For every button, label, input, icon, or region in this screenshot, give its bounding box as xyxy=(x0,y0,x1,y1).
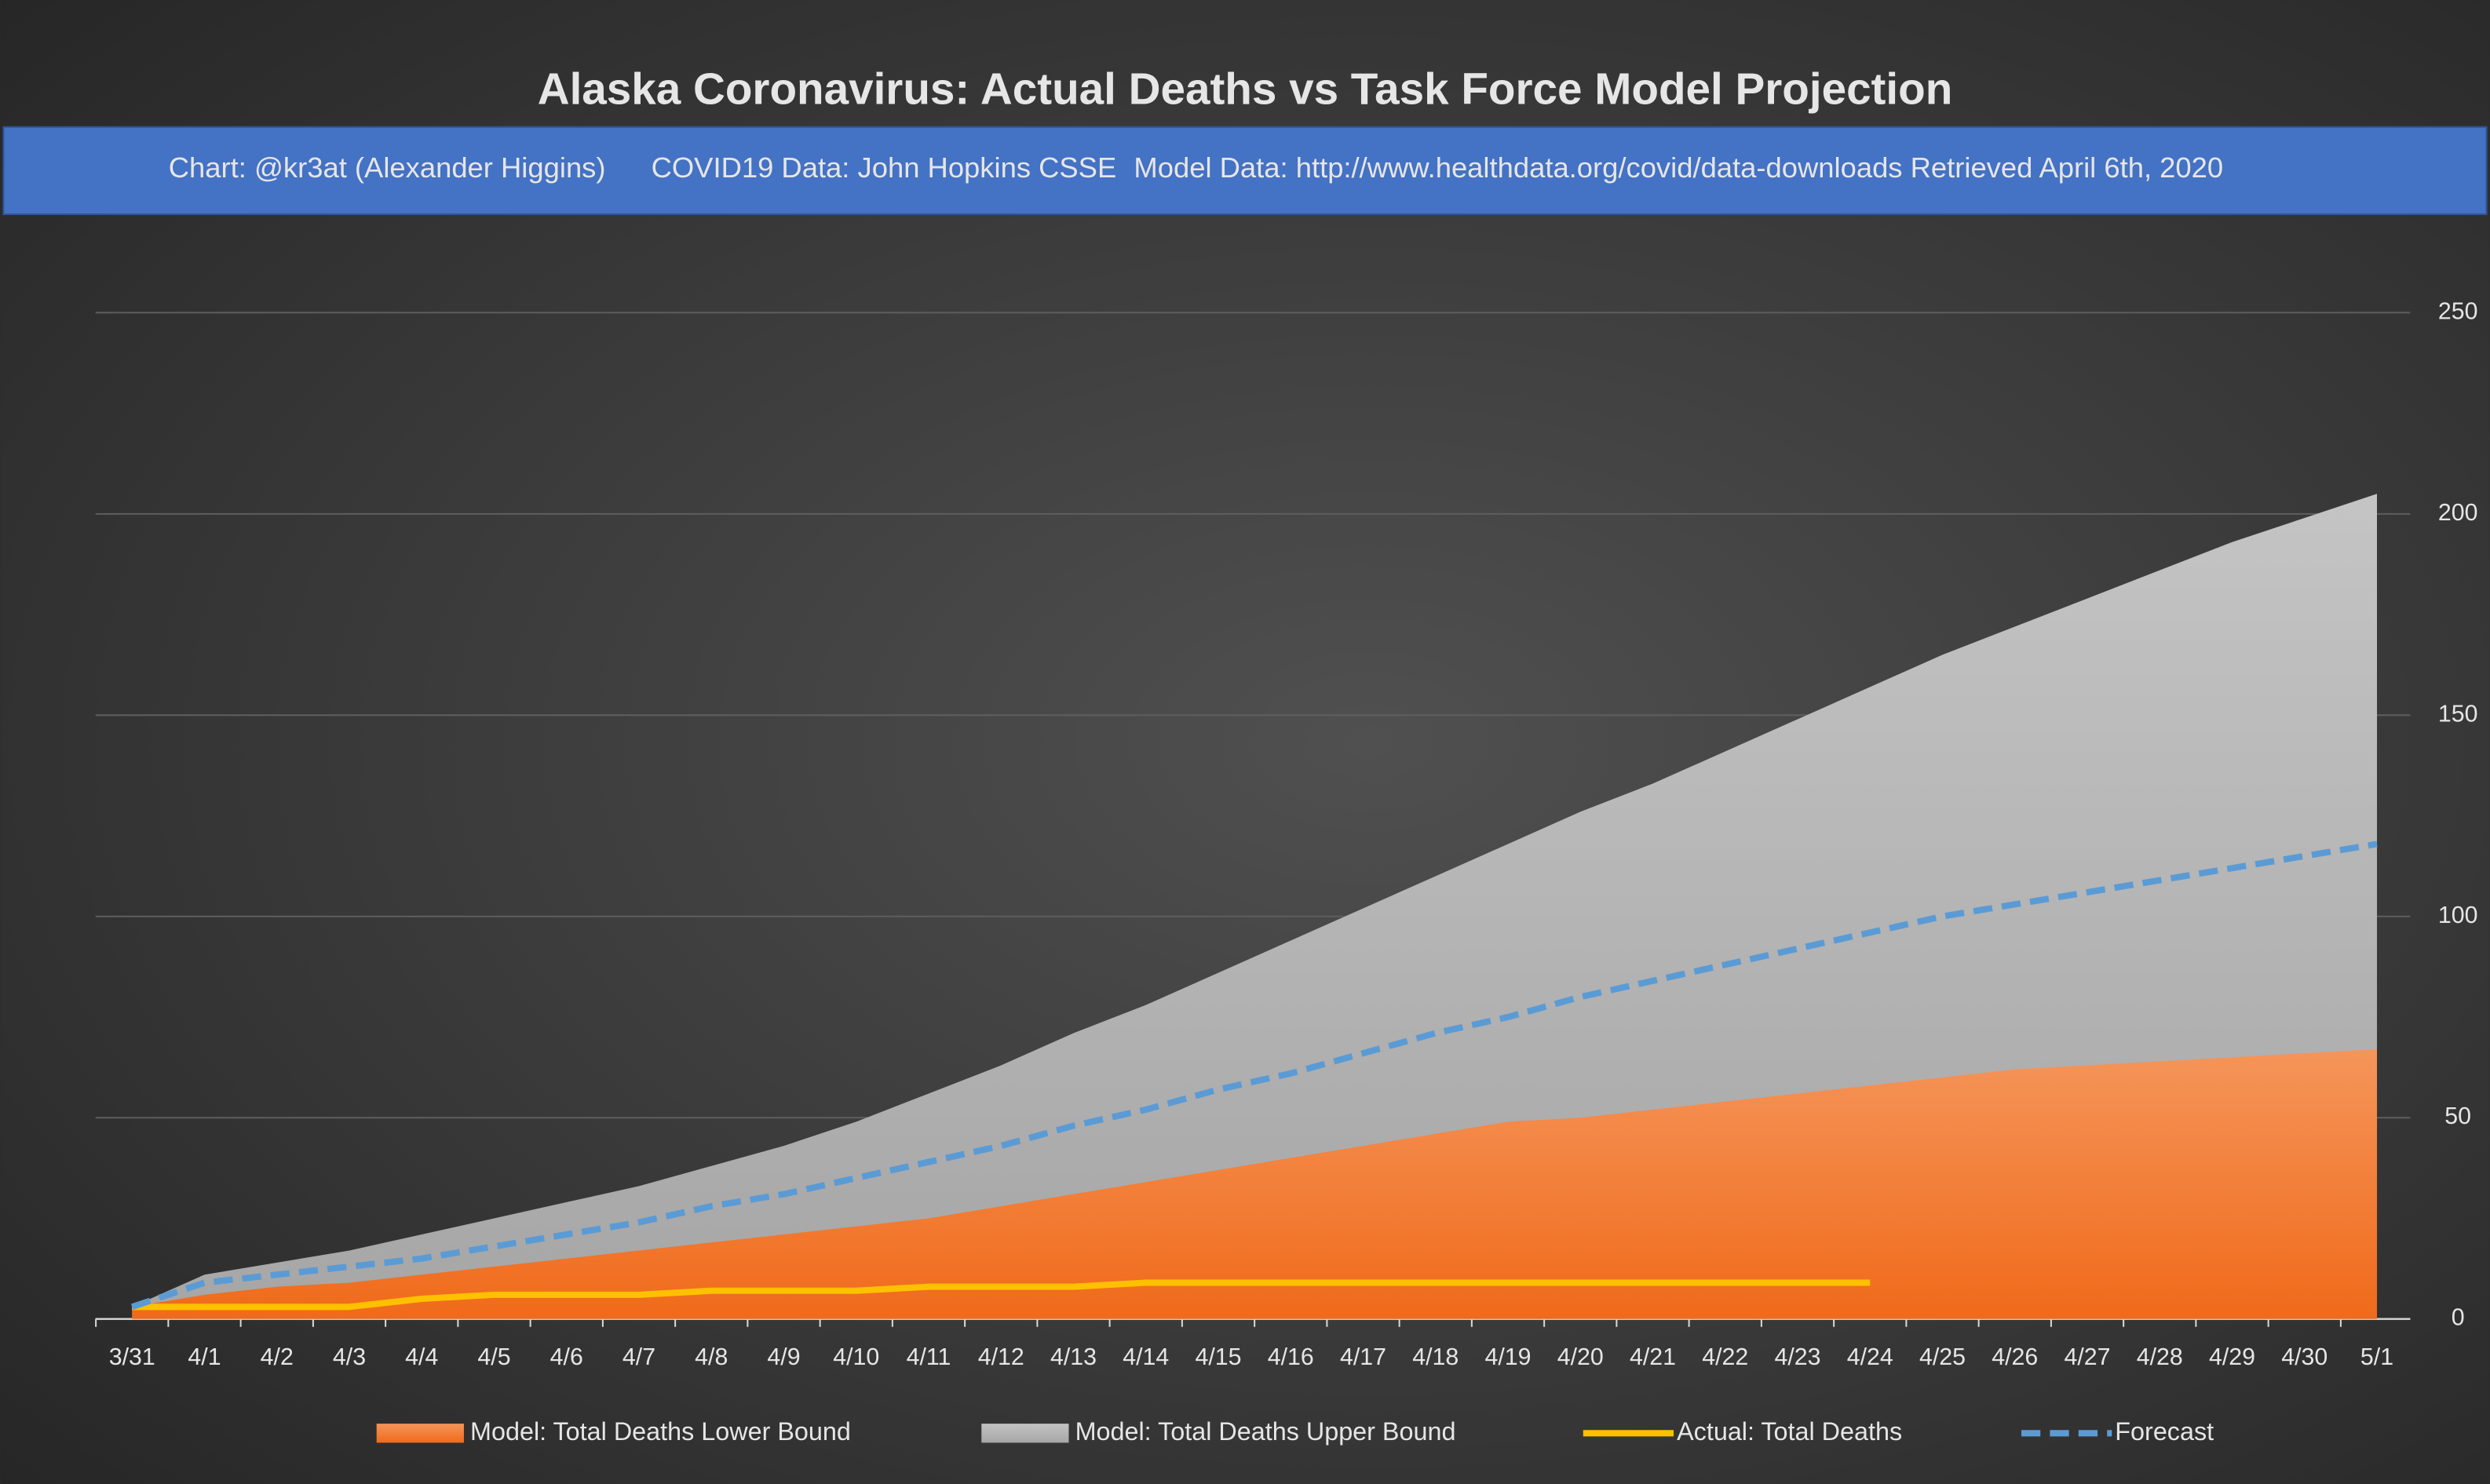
legend-label: Actual: Total Deaths xyxy=(1677,1417,1902,1446)
line xyxy=(132,1279,1871,1311)
x-tick-label: 4/14 xyxy=(1123,1344,1169,1370)
x-tick-label: 5/1 xyxy=(2360,1344,2393,1370)
legend-label: Model: Total Deaths Lower Bound xyxy=(470,1417,851,1446)
y-tick-label: 250 xyxy=(2438,298,2478,324)
dashed-line xyxy=(130,840,2378,1311)
x-tick-label: 4/27 xyxy=(2064,1344,2110,1370)
legend-label: Model: Total Deaths Upper Bound xyxy=(1075,1417,1456,1446)
legend-swatch xyxy=(981,1424,1069,1443)
x-tick-label: 4/22 xyxy=(1702,1344,1748,1370)
y-tick-label: 200 xyxy=(2438,500,2478,526)
x-tick-label: 4/20 xyxy=(1557,1344,1604,1370)
x-tick-label: 4/19 xyxy=(1484,1344,1531,1370)
legend-label: Forecast xyxy=(2115,1417,2214,1446)
x-tick-label: 4/6 xyxy=(550,1344,583,1370)
x-tick-label: 4/5 xyxy=(477,1344,510,1370)
y-tick-label: 100 xyxy=(2438,902,2478,928)
subtitle: Chart: @kr3at (Alexander Higgins) xyxy=(169,151,606,184)
legend-swatch xyxy=(376,1424,464,1443)
x-tick-label: 4/28 xyxy=(2137,1344,2183,1370)
x-tick-label: 4/23 xyxy=(1774,1344,1820,1370)
x-tick-label: 4/3 xyxy=(333,1344,366,1370)
x-tick-label: 4/30 xyxy=(2281,1344,2328,1370)
x-tick-label: 3/31 xyxy=(109,1344,155,1370)
x-tick-label: 4/9 xyxy=(767,1344,800,1370)
subtitle: Model Data: http://www.healthdata.org/co… xyxy=(1134,151,2223,184)
subtitle: COVID19 Data: John Hopkins CSSE xyxy=(652,151,1117,184)
x-tick-label: 4/2 xyxy=(261,1344,294,1370)
y-tick-label: 0 xyxy=(2452,1305,2465,1331)
x-tick-label: 4/16 xyxy=(1268,1344,1314,1370)
x-tick-label: 4/7 xyxy=(622,1344,655,1370)
x-tick-label: 4/21 xyxy=(1630,1344,1676,1370)
x-tick-label: 4/12 xyxy=(978,1344,1024,1370)
x-tick-label: 4/25 xyxy=(1919,1344,1966,1370)
x-tick-label: 4/26 xyxy=(1992,1344,2038,1370)
x-tick-label: 4/24 xyxy=(1847,1344,1893,1370)
area xyxy=(132,1049,2378,1319)
x-tick-label: 4/13 xyxy=(1050,1344,1097,1370)
x-tick-label: 4/29 xyxy=(2209,1344,2255,1370)
x-tick-label: 4/18 xyxy=(1412,1344,1459,1370)
x-tick-label: 4/4 xyxy=(405,1344,438,1370)
y-tick-label: 150 xyxy=(2438,701,2478,727)
x-tick-label: 4/11 xyxy=(907,1344,951,1370)
x-tick-label: 4/10 xyxy=(833,1344,879,1370)
x-tick-label: 4/15 xyxy=(1195,1344,1241,1370)
x-tick-label: 4/17 xyxy=(1340,1344,1386,1370)
chart-title: Alaska Coronavirus: Actual Deaths vs Tas… xyxy=(538,64,1953,113)
x-tick-label: 4/1 xyxy=(188,1344,221,1370)
x-tick-label: 4/8 xyxy=(695,1344,728,1370)
subtitle-bar xyxy=(2,126,2488,216)
y-tick-label: 50 xyxy=(2444,1103,2471,1129)
